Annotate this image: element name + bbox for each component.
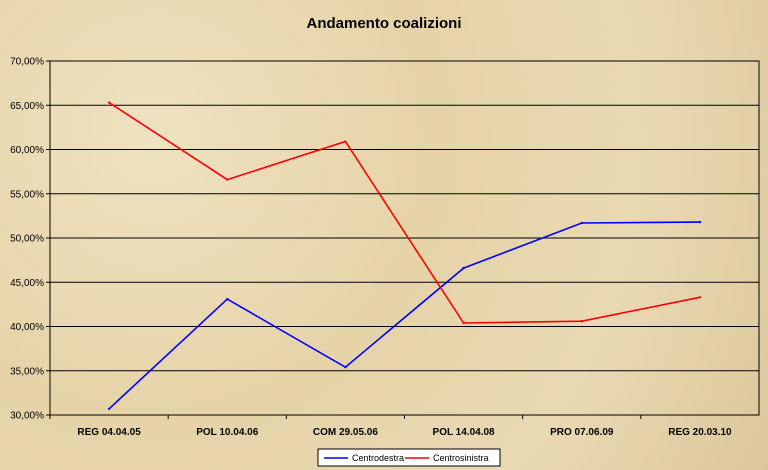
y-axis-tick-labels: 30,00% 35,00% 40,00% 45,00% 50,00% 55,00% 60,0…	[10, 57, 44, 422]
data-point-centrosinistra	[462, 321, 465, 325]
data-point-centrodestra	[344, 366, 347, 369]
series-line-centrodestra	[108, 221, 700, 410]
data-point-centrodestra	[107, 407, 111, 411]
data-point-centrosinistra	[226, 178, 229, 181]
x-tick-label: POL 10.04.06	[196, 427, 259, 438]
y-tick-label: 60,00%	[10, 145, 44, 156]
y-tick-label: 55,00%	[10, 189, 44, 200]
x-axis-tick-labels: REG 04.04.05 POL 10.04.06 COM 29.05.06 POL …	[49, 415, 732, 438]
grid-lines	[46, 60, 759, 416]
legend-label-centrosinistra: Centrosinistra	[433, 453, 489, 463]
series-lines	[107, 101, 702, 411]
y-tick-label: 45,00%	[10, 278, 44, 289]
data-point-centrosinistra	[344, 140, 347, 143]
y-tick-label: 50,00%	[10, 234, 44, 245]
y-tick-label: 30,00%	[10, 411, 44, 422]
data-point-centrosinistra	[580, 319, 583, 323]
legend-label-centrodestra: Centrodestra	[352, 453, 404, 463]
y-tick-label: 40,00%	[10, 322, 44, 333]
x-tick-label: REG 04.04.05	[77, 427, 141, 438]
data-point-centrodestra	[698, 220, 702, 224]
x-tick-label: COM 29.05.06	[313, 427, 378, 438]
data-point-centrodestra	[462, 266, 465, 270]
data-point-centrodestra	[226, 297, 229, 301]
x-tick-label: REG 20.03.10	[668, 427, 732, 438]
y-tick-label: 70,00%	[10, 57, 44, 68]
x-tick-label: PRO 07.06.09	[550, 427, 614, 438]
data-point-centrosinistra	[698, 296, 702, 299]
x-tick-label: POL 14.04.08	[433, 427, 496, 438]
legend: Centrodestra Centrosinistra	[317, 448, 501, 467]
data-point-centrodestra	[580, 221, 583, 225]
chart-title: Andamento coalizioni	[306, 15, 461, 32]
series-line-centrosinistra	[108, 101, 701, 324]
y-tick-label: 65,00%	[10, 101, 44, 112]
y-tick-label: 35,00%	[10, 366, 44, 377]
data-point-centrosinistra	[107, 101, 111, 104]
